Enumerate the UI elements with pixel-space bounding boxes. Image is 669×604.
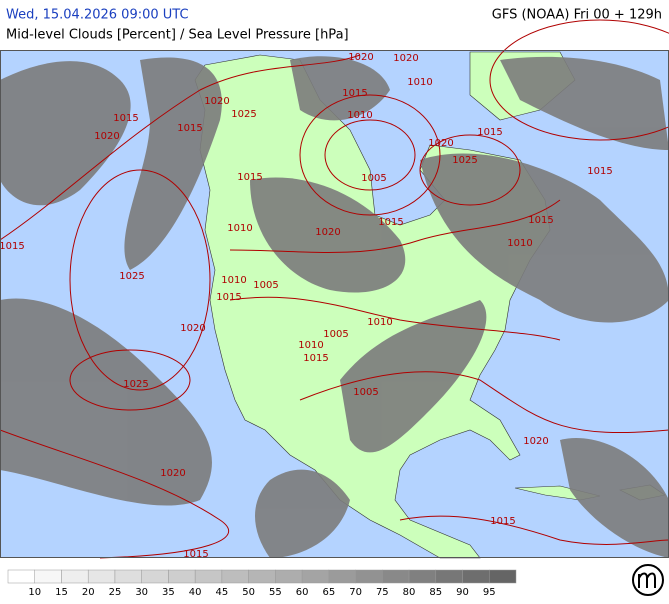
legend-label: 90 [456, 587, 469, 598]
isobar-labels: 1020 102010151010102010251015101510201010… [0, 52, 613, 560]
legend-swatch [168, 569, 196, 584]
legend-label: 55 [269, 587, 282, 598]
legend-label: 65 [322, 587, 335, 598]
isobar-label: 1020 [160, 468, 185, 479]
legend-label: 80 [403, 587, 416, 598]
map: 1020 102010151010102010251015101510201010… [0, 19, 669, 560]
isobar-label: 1015 [0, 241, 25, 252]
isobar-label: 1005 [353, 387, 378, 398]
isobar-label: 1010 [507, 238, 532, 249]
isobar-label: 1015 [490, 516, 515, 527]
legend-swatch [382, 569, 410, 584]
isobar-label: 1010 [347, 110, 372, 121]
legend-label: 20 [82, 587, 95, 598]
legend-label: 60 [296, 587, 309, 598]
legend-swatch [7, 569, 35, 584]
model-run: GFS (NOAA) Fri 00 + 129h [492, 8, 662, 23]
legend-swatch [61, 569, 89, 584]
legend-swatch [221, 569, 249, 584]
isobar-label: 1010 [227, 223, 252, 234]
isobar-label: 1020 [315, 227, 340, 238]
legend-swatch [435, 569, 463, 584]
isobar-label: 1015 [237, 172, 262, 183]
isobar-label: 1020 [348, 52, 373, 63]
isobar-label: 1020 [94, 131, 119, 142]
isobar-label: 1015 [113, 113, 138, 124]
legend: 10 15 20 25 30 35 40 45 50 55 60 65 70 75 80 85 90 95 [7, 569, 517, 598]
isobar-label: 1015 [477, 127, 502, 138]
isobar-label: 1005 [253, 280, 278, 291]
legend-label: 10 [28, 587, 41, 598]
legend-label: 35 [162, 587, 175, 598]
legend-label: 95 [483, 587, 496, 598]
isobar-label: 1025 [452, 155, 477, 166]
isobar-label: 1015 [342, 88, 367, 99]
legend-swatch [34, 569, 62, 584]
legend-label: 30 [135, 587, 148, 598]
isobar-label: 1020 [180, 323, 205, 334]
logo [632, 564, 664, 596]
legend-swatch [301, 569, 330, 584]
legend-label: 15 [55, 587, 68, 598]
isobar-lines [0, 19, 669, 559]
isobar-label: 1015 [303, 353, 328, 364]
isobar-label: 1025 [231, 109, 256, 120]
legend-label: 45 [216, 587, 229, 598]
isobar-label: 1025 [123, 379, 148, 390]
legend-swatch [355, 569, 383, 584]
legend-label: 85 [429, 587, 442, 598]
legend-swatch [408, 569, 437, 584]
legend-swatch [194, 569, 223, 584]
legend-label: 70 [349, 587, 362, 598]
isobar-label: 1010 [367, 317, 392, 328]
legend-swatch [489, 569, 517, 584]
isobar-label: 1010 [221, 275, 246, 286]
isobar-label: 1010 [407, 77, 432, 88]
isobar-label: 1015 [528, 215, 553, 226]
legend-swatch [462, 569, 490, 584]
map-title: Mid-level Clouds [Percent] / Sea Level P… [6, 28, 349, 43]
legend-label: 25 [109, 587, 122, 598]
isobar-label: 1015 [378, 217, 403, 228]
clouds [0, 56, 669, 558]
legend-swatch [141, 569, 169, 584]
isobar-label: 1015 [177, 123, 202, 134]
isobar-label: 1020 [393, 53, 418, 64]
legend-label: 40 [189, 587, 202, 598]
isobar-label: 1020 [204, 96, 229, 107]
isobar-label: 1020 [428, 138, 453, 149]
isobar-label: 1020 [523, 436, 548, 447]
legend-swatch [328, 569, 356, 584]
isobar-label: 1015 [183, 549, 208, 560]
isobar-label: 1025 [119, 271, 144, 282]
isobar-label: 1010 [298, 340, 323, 351]
isobar-label: 1005 [361, 173, 386, 184]
legend-swatch [275, 569, 303, 584]
datetime: Wed, 15.04.2026 09:00 UTC [6, 8, 189, 23]
legend-swatch [87, 569, 116, 584]
isobar-label: 1005 [323, 329, 348, 340]
isobar-label: 1015 [587, 166, 612, 177]
legend-label: 50 [242, 587, 255, 598]
legend-swatch [114, 569, 142, 584]
isobar-label: 1015 [216, 292, 241, 303]
legend-swatch [248, 569, 276, 584]
legend-label: 75 [376, 587, 389, 598]
